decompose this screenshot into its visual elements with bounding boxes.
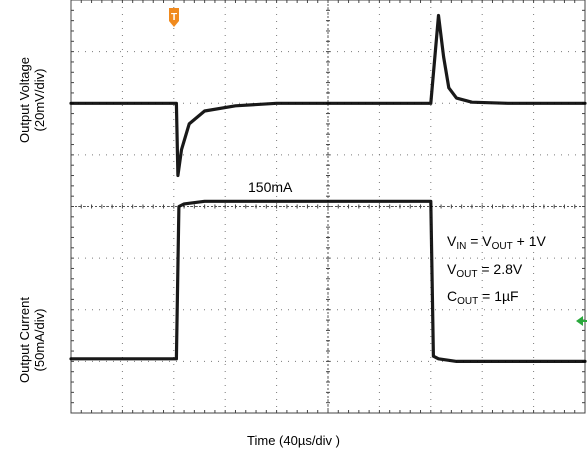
y-label-voltage-line1: Output Voltage bbox=[17, 57, 32, 144]
trace-output-voltage bbox=[69, 13, 587, 178]
svg-text:T: T bbox=[171, 12, 177, 23]
y-label-output-voltage: Output Voltage (20mV/div) bbox=[17, 20, 53, 180]
y-label-current-line2: (50mA/div) bbox=[32, 308, 47, 372]
trace-output-current bbox=[69, 199, 587, 363]
trigger-marker-icon: T bbox=[168, 8, 180, 28]
condition-vin: VIN = VOUT + 1V bbox=[447, 233, 546, 252]
traces bbox=[69, 13, 587, 363]
condition-vout: VOUT = 2.8V bbox=[447, 261, 523, 280]
y-label-voltage-line2: (20mV/div) bbox=[32, 68, 47, 132]
graticule bbox=[70, 0, 586, 414]
ground-reference-marker-icon bbox=[574, 314, 587, 326]
condition-cout: COUT = 1µF bbox=[447, 288, 519, 307]
y-label-output-current: Output Current (50mA/div) bbox=[17, 260, 53, 420]
y-label-current-line1: Output Current bbox=[17, 297, 32, 383]
load-step-annotation: 150mA bbox=[248, 179, 293, 195]
x-axis-label: Time (40µs/div ) bbox=[247, 433, 340, 448]
